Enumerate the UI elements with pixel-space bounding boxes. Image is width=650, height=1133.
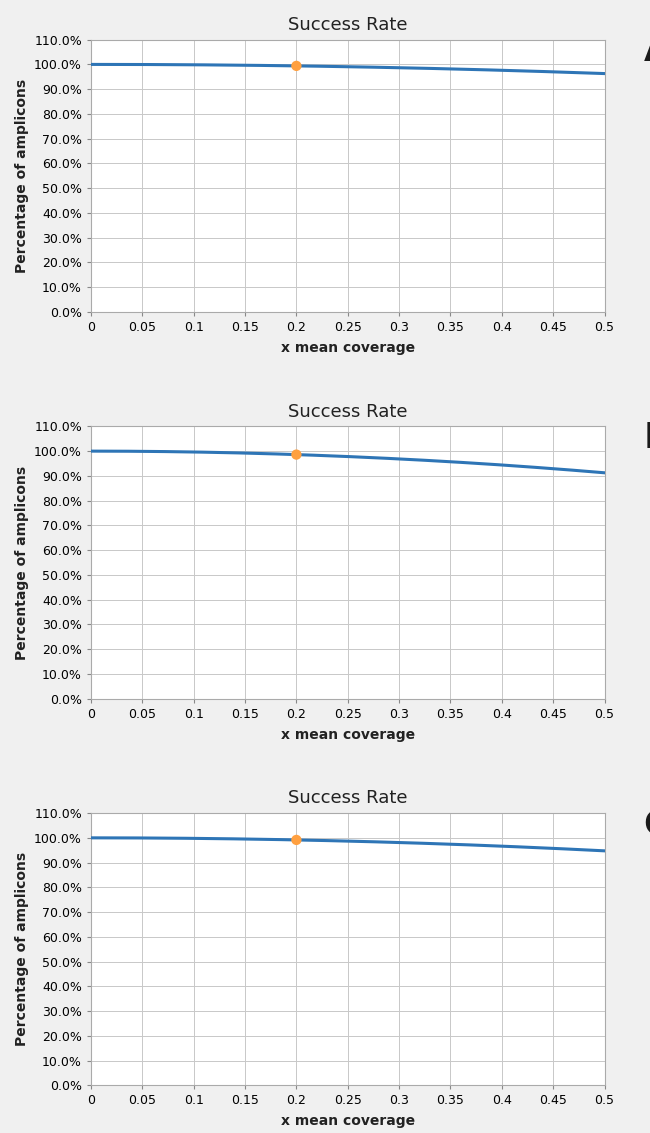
Title: Success Rate: Success Rate (288, 790, 408, 808)
Y-axis label: Percentage of amplicons: Percentage of amplicons (14, 466, 29, 659)
Text: C: C (644, 808, 650, 842)
Point (291, 830, 302, 849)
Text: A: A (644, 34, 650, 68)
Y-axis label: Percentage of amplicons: Percentage of amplicons (14, 852, 29, 1046)
X-axis label: x mean coverage: x mean coverage (281, 1115, 415, 1128)
X-axis label: x mean coverage: x mean coverage (281, 341, 415, 355)
Text: B: B (644, 420, 650, 454)
Title: Success Rate: Success Rate (288, 402, 408, 420)
X-axis label: x mean coverage: x mean coverage (281, 727, 415, 742)
Point (291, 445, 302, 463)
Point (291, 57, 302, 75)
Y-axis label: Percentage of amplicons: Percentage of amplicons (14, 79, 29, 273)
Title: Success Rate: Success Rate (288, 16, 408, 34)
